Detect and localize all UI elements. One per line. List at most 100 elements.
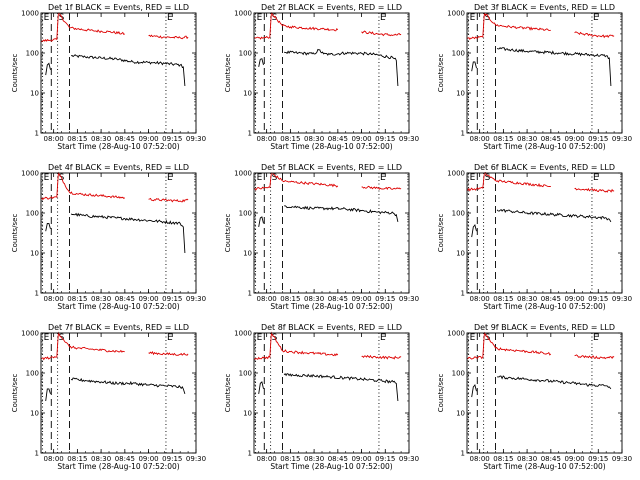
series-lld-line xyxy=(40,171,189,203)
y-tick-label: 1 xyxy=(461,130,465,138)
panel-7: Det 7f BLACK = Events, RED = LLD Counts/s… xyxy=(11,323,206,471)
marker-label: E xyxy=(593,173,599,183)
x-tick-label: 08:15 xyxy=(280,455,300,463)
x-tick-label: 08:15 xyxy=(493,295,513,303)
x-tick-label: 08:45 xyxy=(328,295,348,303)
marker-label: E xyxy=(380,173,386,183)
x-tick-label: 08:30 xyxy=(304,295,324,303)
series-lld-line xyxy=(253,172,402,191)
y-tick-label: 1000 xyxy=(234,170,252,178)
y-tick-label: 100 xyxy=(239,50,252,58)
x-tick-label: 09:00 xyxy=(564,455,584,463)
x-tick-label: 09:00 xyxy=(351,455,371,463)
plot-frame xyxy=(253,12,410,134)
marker-label: E xyxy=(257,173,263,183)
panel-title: Det 8f BLACK = Events, RED = LLD xyxy=(261,323,402,332)
y-tick-label: 10 xyxy=(243,250,252,258)
x-tick-label: 08:30 xyxy=(91,295,111,303)
x-tick-label: 09:00 xyxy=(351,295,371,303)
y-tick-label: 10 xyxy=(243,90,252,98)
x-tick-label: 08:30 xyxy=(91,455,111,463)
panel-title: Det 9f BLACK = Events, RED = LLD xyxy=(474,323,615,332)
y-tick-label: 100 xyxy=(452,370,465,378)
panel-2: Det 2f BLACK = Events, RED = LLD Counts/s… xyxy=(224,3,419,151)
x-axis-label: Start Time (28-Aug-10 07:52:00) xyxy=(270,462,392,471)
x-tick-label: 08:00 xyxy=(257,135,277,143)
x-tick-label: 08:00 xyxy=(44,455,64,463)
x-tick-label: 09:15 xyxy=(162,135,182,143)
x-tick-label: 08:45 xyxy=(541,135,561,143)
x-tick-label: 09:15 xyxy=(375,135,395,143)
plot-frame xyxy=(253,172,410,294)
y-tick-label: 1000 xyxy=(21,170,39,178)
x-tick-label: 08:45 xyxy=(541,455,561,463)
y-tick-label: 100 xyxy=(239,210,252,218)
y-tick-label: 1 xyxy=(248,290,252,298)
panel-3: Det 3f BLACK = Events, RED = LLD Counts/s… xyxy=(437,3,632,151)
panel-title: Det 5f BLACK = Events, RED = LLD xyxy=(261,163,402,172)
x-tick-label: 09:15 xyxy=(162,455,182,463)
y-tick-label: 1000 xyxy=(21,330,39,338)
x-tick-label: 09:00 xyxy=(138,295,158,303)
x-tick-label: 09:00 xyxy=(351,135,371,143)
panel-title: Det 6f BLACK = Events, RED = LLD xyxy=(474,163,615,172)
x-tick-label: 09:30 xyxy=(399,455,419,463)
panel-9: Det 9f BLACK = Events, RED = LLD Counts/s… xyxy=(437,323,632,471)
plot-frame xyxy=(466,172,623,294)
marker-label: E xyxy=(167,173,173,183)
x-tick-label: 08:00 xyxy=(470,295,490,303)
x-tick-label: 08:15 xyxy=(493,135,513,143)
marker-label: E xyxy=(470,173,476,183)
y-axis-label: Counts/sec xyxy=(224,214,232,253)
y-axis-label: Counts/sec xyxy=(11,214,19,253)
marker-label: E xyxy=(593,13,599,23)
marker-label: E xyxy=(380,13,386,23)
y-tick-label: 100 xyxy=(26,50,39,58)
y-axis-label: Counts/sec xyxy=(224,374,232,413)
marker-label: E xyxy=(593,333,599,343)
series-events-line xyxy=(45,54,186,87)
y-axis-label: Counts/sec xyxy=(437,54,445,93)
x-axis-label: Start Time (28-Aug-10 07:52:00) xyxy=(483,302,605,311)
y-axis-label: Counts/sec xyxy=(11,54,19,93)
marker-label: E xyxy=(257,333,263,343)
series-lld-line xyxy=(40,12,189,43)
x-axis-label: Start Time (28-Aug-10 07:52:00) xyxy=(483,462,605,471)
y-tick-label: 100 xyxy=(26,210,39,218)
y-tick-label: 1000 xyxy=(234,10,252,18)
panel-5: Det 5f BLACK = Events, RED = LLD Counts/s… xyxy=(224,163,419,311)
series-lld-line xyxy=(253,12,402,40)
x-tick-label: 08:45 xyxy=(115,135,135,143)
x-tick-label: 09:15 xyxy=(588,135,608,143)
y-tick-label: 1 xyxy=(35,290,39,298)
y-tick-label: 10 xyxy=(30,250,39,258)
y-tick-label: 1000 xyxy=(234,330,252,338)
marker-label: E xyxy=(257,13,263,23)
x-tick-label: 08:45 xyxy=(541,295,561,303)
x-tick-label: 08:15 xyxy=(493,455,513,463)
x-tick-label: 08:15 xyxy=(67,455,87,463)
x-tick-label: 08:30 xyxy=(91,135,111,143)
y-axis-label: Counts/sec xyxy=(437,374,445,413)
x-tick-label: 08:45 xyxy=(328,135,348,143)
marker-label: E xyxy=(167,333,173,343)
series-events-line xyxy=(471,47,612,87)
x-tick-label: 09:30 xyxy=(399,295,419,303)
x-tick-label: 09:30 xyxy=(399,135,419,143)
plot-frame xyxy=(40,12,197,134)
series-lld-line xyxy=(467,331,615,360)
y-tick-label: 100 xyxy=(452,50,465,58)
y-tick-label: 1 xyxy=(461,290,465,298)
y-tick-label: 100 xyxy=(26,370,39,378)
y-tick-label: 1 xyxy=(461,450,465,458)
x-tick-label: 09:30 xyxy=(186,295,206,303)
panel-title: Det 4f BLACK = Events, RED = LLD xyxy=(48,163,189,172)
panel-title: Det 1f BLACK = Events, RED = LLD xyxy=(48,3,189,12)
x-axis-label: Start Time (28-Aug-10 07:52:00) xyxy=(483,142,605,151)
y-axis-label: Counts/sec xyxy=(224,54,232,93)
x-tick-label: 08:45 xyxy=(115,455,135,463)
marker-label: E xyxy=(44,333,50,343)
marker-label: S xyxy=(272,13,278,23)
y-axis-label: Counts/sec xyxy=(437,214,445,253)
